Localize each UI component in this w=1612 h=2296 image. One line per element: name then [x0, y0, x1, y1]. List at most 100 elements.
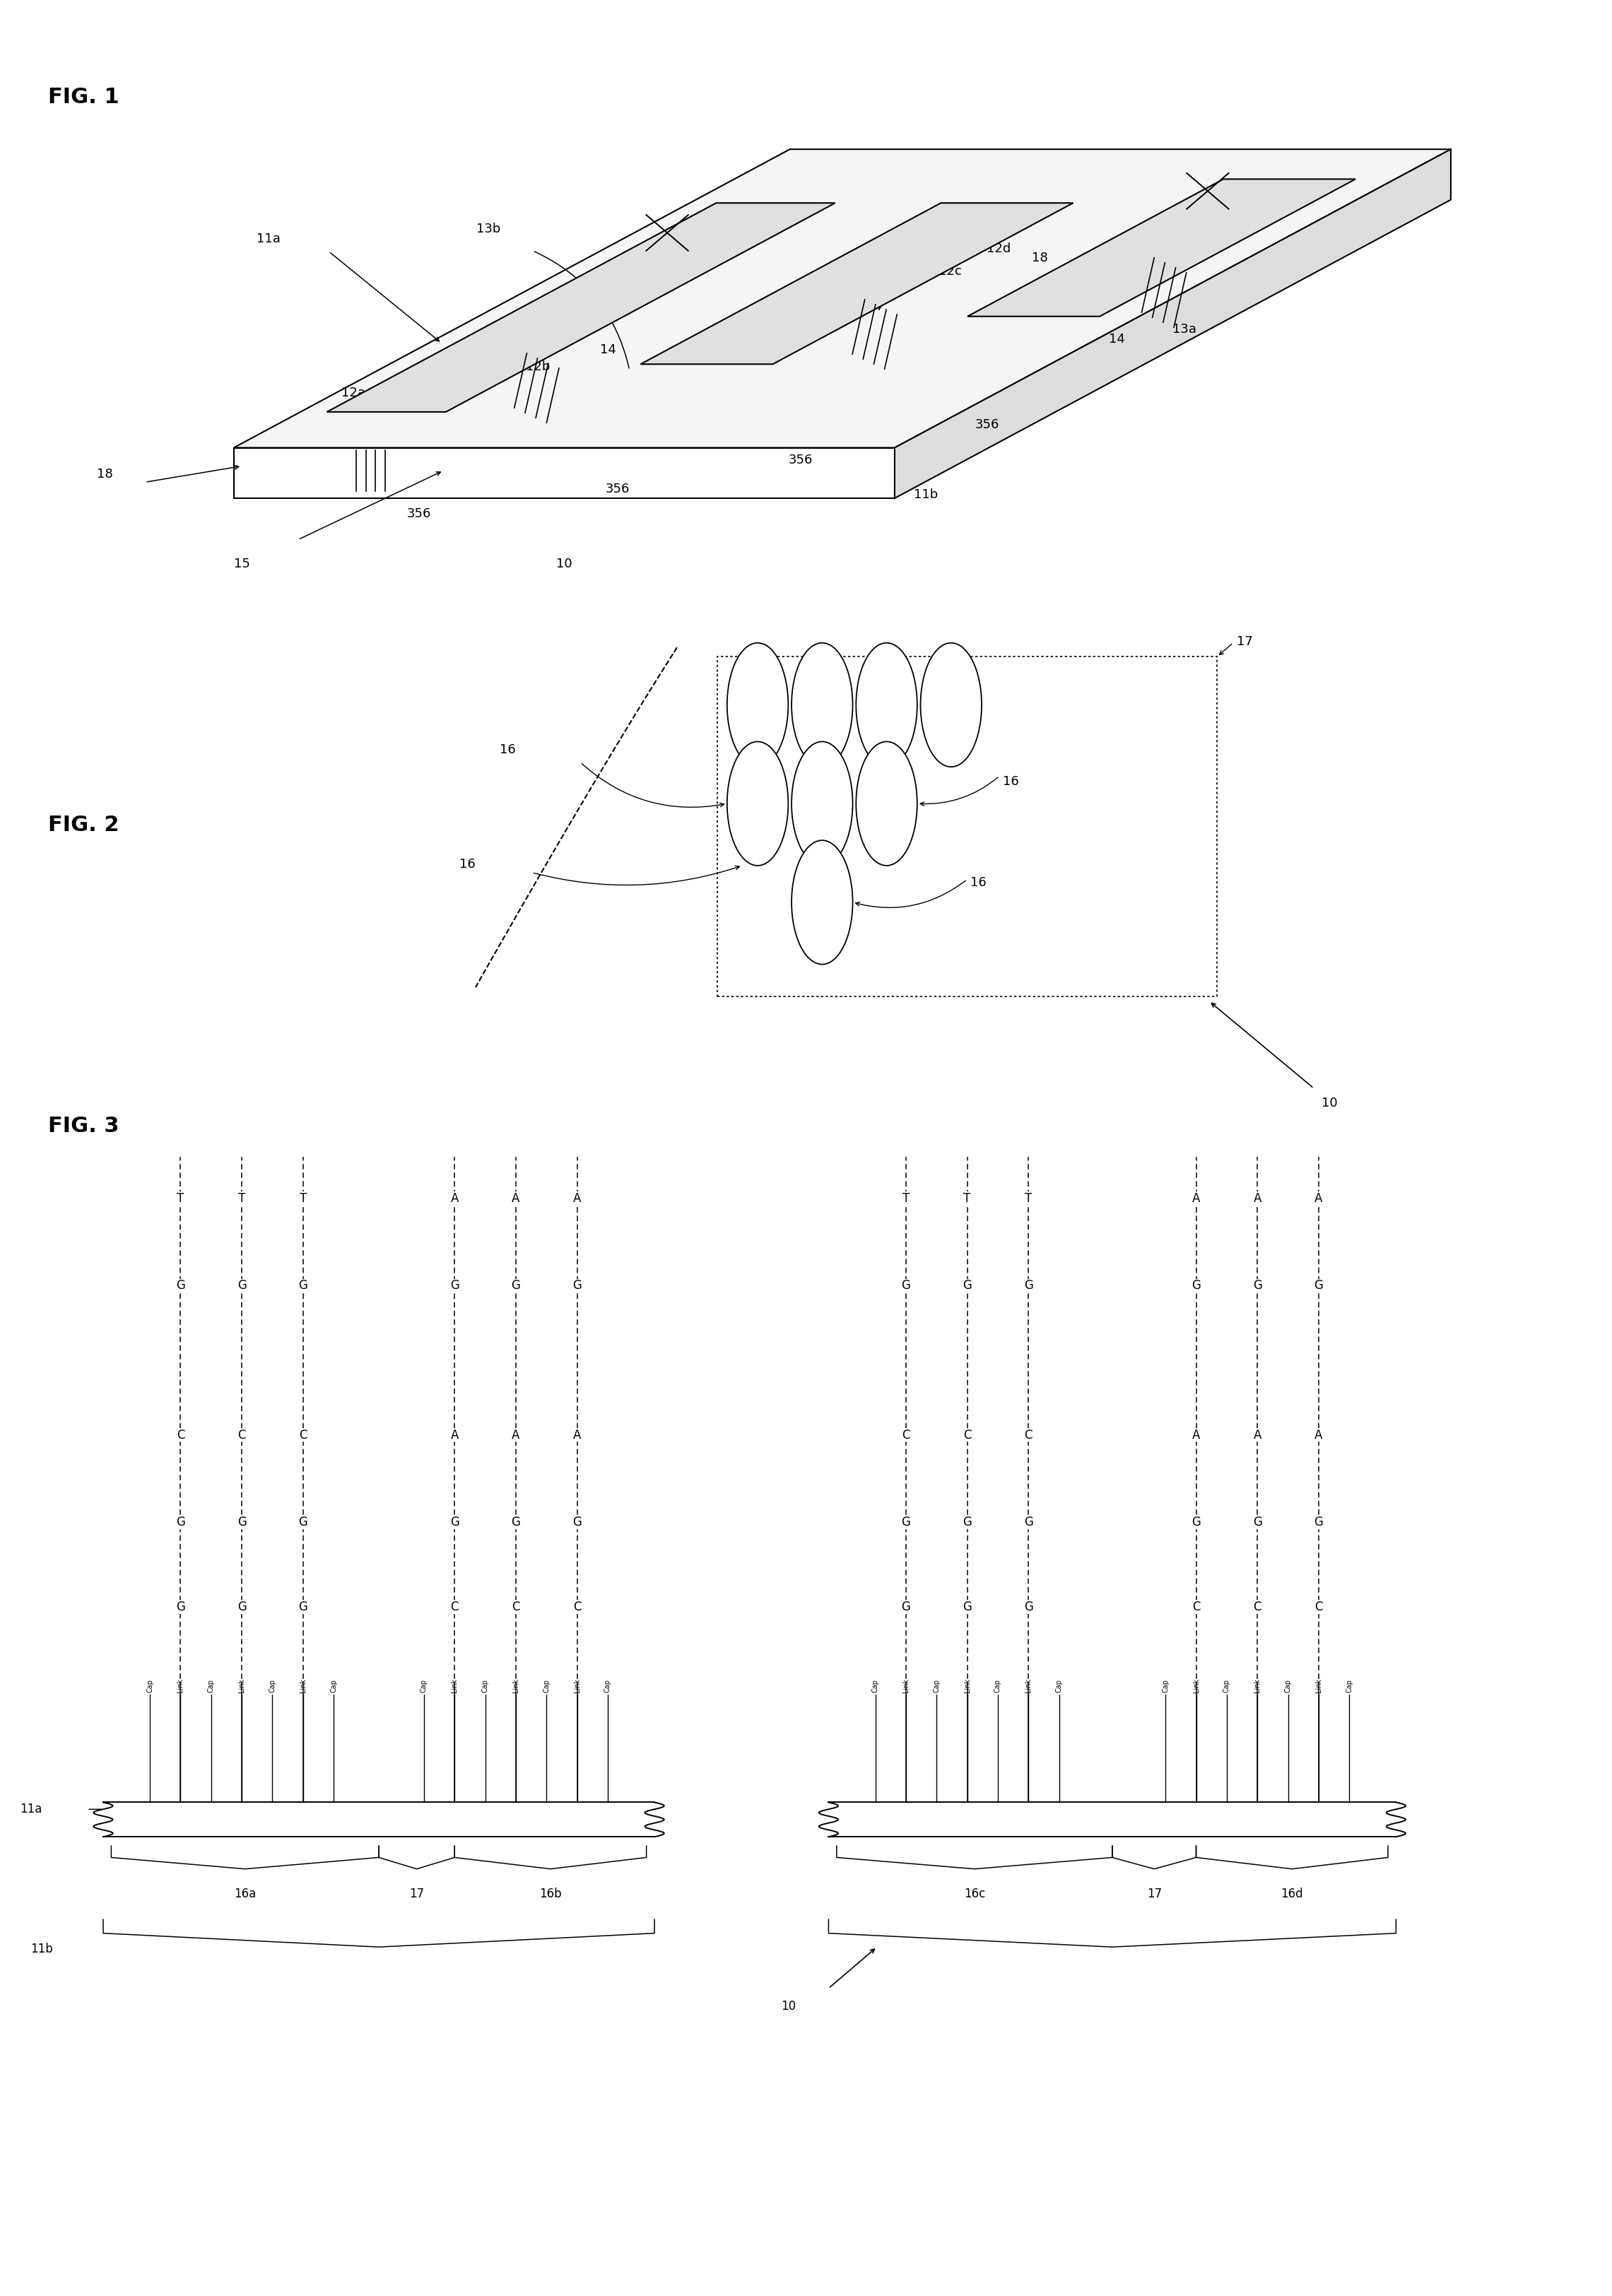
Text: A: A — [451, 1428, 458, 1442]
Text: 16d: 16d — [1282, 1887, 1302, 1901]
Text: 17: 17 — [1146, 1887, 1162, 1901]
Ellipse shape — [856, 643, 917, 767]
Text: 11a: 11a — [19, 1802, 42, 1816]
Text: A: A — [1254, 1428, 1261, 1442]
Text: Link: Link — [1193, 1678, 1199, 1692]
Text: 16: 16 — [1003, 776, 1019, 788]
Text: Link: Link — [451, 1678, 458, 1692]
Text: Link: Link — [964, 1678, 970, 1692]
Text: Cap: Cap — [995, 1678, 1001, 1692]
Text: 15: 15 — [234, 558, 250, 569]
Text: 16: 16 — [500, 744, 516, 755]
Text: G: G — [298, 1515, 308, 1529]
Text: G: G — [176, 1515, 185, 1529]
Text: T: T — [177, 1192, 184, 1205]
Text: Link: Link — [177, 1678, 184, 1692]
Text: Link: Link — [903, 1678, 909, 1692]
Text: 16: 16 — [459, 859, 476, 870]
Text: A: A — [1193, 1192, 1199, 1205]
Polygon shape — [895, 149, 1451, 498]
Text: 10: 10 — [780, 2000, 796, 2014]
Text: G: G — [511, 1515, 521, 1529]
Text: Link: Link — [513, 1678, 519, 1692]
Text: G: G — [450, 1279, 459, 1293]
Text: 13b: 13b — [477, 223, 501, 234]
Text: 13a: 13a — [1174, 324, 1196, 335]
Text: G: G — [962, 1279, 972, 1293]
Text: Link: Link — [1254, 1678, 1261, 1692]
Text: A: A — [513, 1192, 519, 1205]
Text: 10: 10 — [556, 558, 572, 569]
Ellipse shape — [856, 742, 917, 866]
Text: 356: 356 — [606, 482, 630, 496]
Text: A: A — [574, 1192, 580, 1205]
Polygon shape — [234, 149, 1451, 448]
Text: Link: Link — [300, 1678, 306, 1692]
Text: Cap: Cap — [1056, 1678, 1062, 1692]
Text: 16a: 16a — [234, 1887, 256, 1901]
Text: Cap: Cap — [269, 1678, 276, 1692]
Text: G: G — [962, 1600, 972, 1614]
Text: G: G — [1314, 1515, 1323, 1529]
Text: C: C — [901, 1428, 911, 1442]
Text: Cap: Cap — [604, 1678, 611, 1692]
Ellipse shape — [791, 840, 853, 964]
Text: G: G — [1024, 1279, 1033, 1293]
Text: 16b: 16b — [540, 1887, 561, 1901]
Text: Cap: Cap — [872, 1678, 879, 1692]
Text: Cap: Cap — [1346, 1678, 1352, 1692]
Text: 12d: 12d — [987, 241, 1011, 255]
Text: G: G — [572, 1279, 582, 1293]
Text: FIG. 2: FIG. 2 — [48, 815, 119, 836]
Text: 356: 356 — [975, 418, 999, 432]
Text: 356: 356 — [408, 507, 432, 521]
Polygon shape — [327, 202, 835, 411]
Text: G: G — [298, 1279, 308, 1293]
Text: G: G — [901, 1600, 911, 1614]
Text: G: G — [237, 1515, 247, 1529]
Text: C: C — [1024, 1428, 1033, 1442]
Text: 12c: 12c — [938, 264, 961, 278]
Text: Cap: Cap — [933, 1678, 940, 1692]
Text: G: G — [298, 1600, 308, 1614]
Text: 17: 17 — [409, 1887, 424, 1901]
Text: 11b: 11b — [31, 1942, 53, 1956]
Text: T: T — [239, 1192, 245, 1205]
Text: 14: 14 — [1109, 333, 1125, 347]
Text: Cap: Cap — [1224, 1678, 1230, 1692]
Text: G: G — [1253, 1279, 1262, 1293]
Polygon shape — [819, 1802, 1406, 1837]
Text: T: T — [903, 1192, 909, 1205]
Text: Cap: Cap — [482, 1678, 488, 1692]
Text: 17: 17 — [1236, 636, 1253, 647]
Text: G: G — [1314, 1279, 1323, 1293]
Ellipse shape — [727, 643, 788, 767]
Text: G: G — [237, 1600, 247, 1614]
Text: G: G — [1024, 1600, 1033, 1614]
Text: G: G — [1191, 1515, 1201, 1529]
Text: T: T — [964, 1192, 970, 1205]
Text: 11b: 11b — [914, 489, 938, 501]
Text: C: C — [962, 1428, 972, 1442]
Text: Cap: Cap — [543, 1678, 550, 1692]
Ellipse shape — [791, 643, 853, 767]
Text: G: G — [901, 1515, 911, 1529]
Text: Cap: Cap — [421, 1678, 427, 1692]
Polygon shape — [640, 202, 1074, 365]
Text: G: G — [572, 1515, 582, 1529]
Text: G: G — [1191, 1279, 1201, 1293]
Ellipse shape — [791, 742, 853, 866]
Text: FIG. 1: FIG. 1 — [48, 87, 119, 108]
Text: G: G — [1024, 1515, 1033, 1529]
Text: G: G — [901, 1279, 911, 1293]
Text: Cap: Cap — [1285, 1678, 1291, 1692]
Text: G: G — [511, 1279, 521, 1293]
Text: G: G — [237, 1279, 247, 1293]
Polygon shape — [234, 448, 895, 498]
Text: A: A — [1193, 1428, 1199, 1442]
Text: 14: 14 — [600, 342, 616, 356]
Text: G: G — [176, 1600, 185, 1614]
Text: 10: 10 — [1322, 1097, 1338, 1109]
Text: Link: Link — [1315, 1678, 1322, 1692]
Polygon shape — [93, 1802, 664, 1837]
